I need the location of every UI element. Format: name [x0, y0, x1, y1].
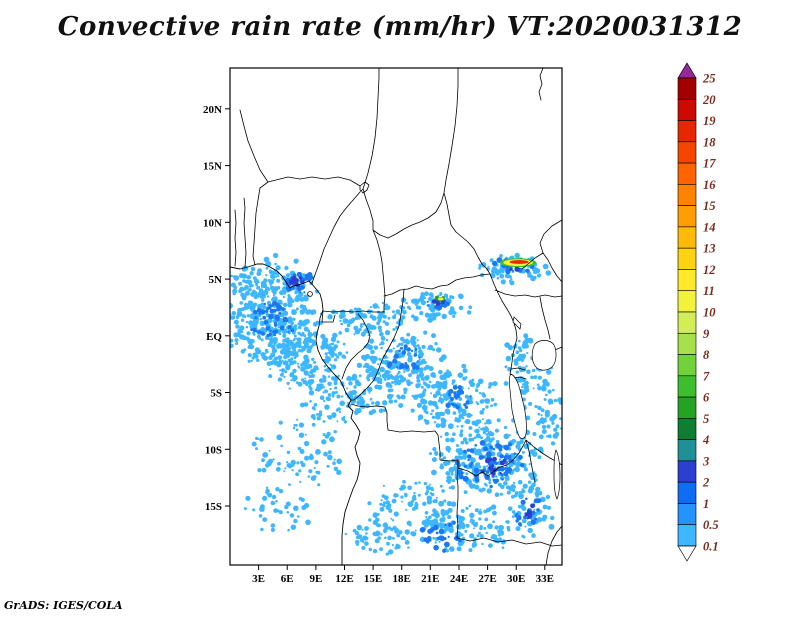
lat-tick-label: 15S	[205, 501, 222, 513]
lat-tick-label: 20N	[203, 104, 222, 116]
colorbar-segment	[677, 460, 697, 483]
lon-tick-label: 12E	[335, 573, 353, 585]
rain-layer	[230, 252, 562, 556]
colorbar-legend: 25 20 19 18 17 16 15 14 13 12 11 10 9 8 7 6 5 4 3 2 1 0.5 0.1	[677, 62, 719, 562]
colorbar-segment	[677, 77, 697, 100]
map-plot: 3E 6E 9E 12E 15E 18E 21E 24E 27E 30E 33E 20N 15N 10N 5…	[203, 67, 563, 585]
colorbar-segment	[677, 247, 697, 270]
colorbar-label: 15	[703, 199, 716, 213]
colorbar-label: 8	[703, 348, 710, 362]
colorbar-label: 7	[703, 369, 710, 383]
colorbar-label: 18	[703, 135, 716, 149]
colorbar-segment	[677, 418, 697, 440]
lon-tick-label: 27E	[478, 573, 496, 585]
country-borders	[234, 68, 562, 565]
colorbar-label: 11	[703, 284, 715, 298]
colorbar-segment	[677, 184, 697, 206]
colorbar-over-arrow	[677, 62, 697, 79]
colorbar-segment	[677, 290, 697, 313]
colorbar-label: 10	[703, 306, 716, 320]
colorbar-segment	[677, 205, 697, 228]
colorbar-segment	[677, 354, 697, 377]
colorbar-label: 25	[702, 72, 716, 86]
lat-tick-label: 5S	[210, 388, 222, 400]
colorbar-label: 3	[702, 454, 709, 468]
lat-tick-label: 10S	[205, 444, 222, 456]
colorbar-label: 12	[703, 263, 716, 277]
grads-attribution: GrADS: IGES/COLA	[4, 599, 123, 612]
colorbar-label: 6	[703, 391, 710, 405]
colorbar-segment	[677, 269, 697, 292]
lat-tick-label: 15N	[203, 161, 222, 173]
colorbar-segment	[677, 375, 697, 398]
colorbar-label: 9	[703, 327, 710, 341]
colorbar-segment	[677, 162, 697, 185]
lat-tick-label: 5N	[209, 274, 223, 286]
colorbar-segment	[677, 524, 697, 547]
colorbar-label: 16	[703, 178, 716, 192]
colorbar-label: 0.5	[703, 518, 719, 532]
lat-tick-label: EQ	[206, 331, 222, 343]
colorbar-label: 14	[703, 220, 716, 234]
colorbar-label: 13	[703, 242, 716, 256]
lat-tick-label: 10N	[203, 217, 222, 229]
colorbar-label: 0.1	[703, 540, 719, 554]
lon-tick-label: 15E	[364, 573, 382, 585]
colorbar-segment	[677, 503, 697, 526]
lon-tick-label: 21E	[421, 573, 439, 585]
colorbar-label: 20	[702, 93, 716, 107]
colorbar-label: 5	[703, 412, 709, 426]
colorbar-label: 17	[703, 157, 716, 171]
colorbar-segment	[677, 141, 697, 164]
lake-albert	[512, 316, 522, 330]
lon-tick-label: 3E	[252, 573, 265, 585]
lon-tick-label: 18E	[393, 573, 411, 585]
colorbar-label: 1	[703, 497, 709, 511]
lake-tanganyika	[508, 373, 527, 439]
lake-victoria	[531, 340, 557, 371]
colorbar-segment	[677, 311, 697, 334]
colorbar-segment	[677, 332, 697, 355]
map-frame	[229, 67, 563, 566]
lon-tick-label: 6E	[281, 573, 294, 585]
colorbar-under-arrow	[677, 545, 697, 562]
lon-tick-label: 30E	[507, 573, 525, 585]
colorbar-segment	[677, 396, 697, 419]
colorbar-label: 2	[702, 476, 709, 490]
lon-tick-label: 24E	[450, 573, 468, 585]
colorbar-segment	[677, 481, 697, 504]
axis-labels: 3E 6E 9E 12E 15E 18E 21E 24E 27E 30E 33E 20N 15N 10N 5…	[203, 104, 554, 585]
lake-malawi	[553, 449, 561, 500]
colorbar-segment	[677, 98, 697, 121]
colorbar-label: 19	[703, 114, 716, 128]
bioko-island	[307, 291, 313, 297]
colorbar-segment	[677, 226, 697, 249]
colorbar-segment	[677, 439, 697, 462]
colorbar-segment	[677, 120, 697, 143]
lon-tick-label: 9E	[309, 573, 322, 585]
lon-tick-label: 33E	[536, 573, 554, 585]
colorbar-label: 4	[702, 433, 709, 447]
plot-title: Convective rain rate (mm/hr) VT:20200313…	[57, 12, 743, 42]
coastline	[230, 263, 361, 565]
lakes	[508, 316, 561, 500]
